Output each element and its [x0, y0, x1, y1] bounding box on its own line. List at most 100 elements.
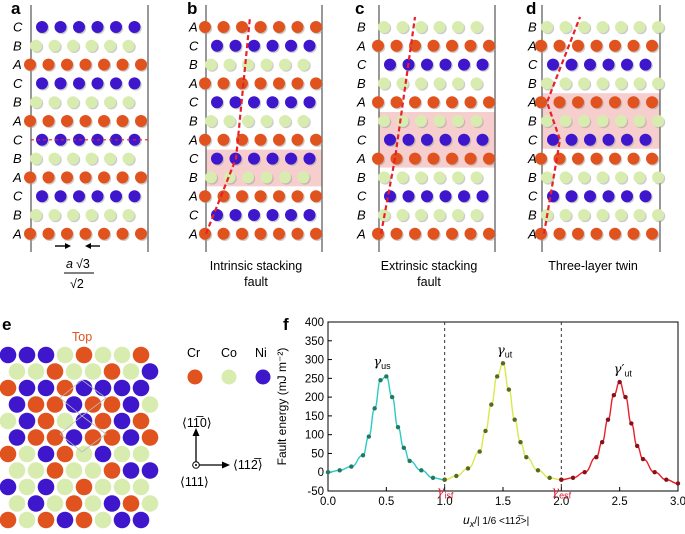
atom — [279, 115, 291, 127]
atom — [310, 77, 322, 90]
atom — [254, 190, 267, 203]
layer-label: C — [189, 151, 199, 166]
atom — [254, 21, 267, 33]
atom — [205, 171, 217, 184]
atom — [615, 21, 627, 33]
series-point — [494, 374, 500, 379]
atom — [578, 115, 590, 127]
atom — [217, 190, 230, 203]
atom — [36, 77, 48, 90]
series-point — [337, 468, 342, 473]
atom — [110, 21, 122, 33]
atom — [578, 171, 590, 184]
atom — [433, 209, 446, 221]
annotation-sub: ut — [624, 368, 632, 378]
atom-cr — [84, 429, 102, 446]
atom — [433, 77, 446, 90]
series-point — [634, 443, 640, 449]
series-point — [664, 477, 669, 482]
series-line-0 — [327, 375, 445, 481]
panel-caption: Extrinsic stacking — [381, 259, 478, 273]
atom — [54, 190, 67, 203]
atom — [602, 58, 615, 71]
axis-right-head — [222, 461, 230, 469]
atom — [310, 133, 322, 146]
atom — [73, 77, 85, 90]
atom — [297, 58, 310, 71]
layer-label: A — [12, 57, 22, 72]
atom-cr — [46, 462, 64, 479]
atom — [98, 227, 110, 240]
atom — [128, 21, 141, 33]
atom-ni — [18, 379, 36, 397]
atom — [427, 152, 440, 165]
atom — [633, 77, 646, 90]
atom — [572, 152, 584, 165]
atom — [91, 190, 104, 203]
atom — [85, 152, 98, 165]
atom — [621, 58, 633, 71]
atom — [36, 21, 48, 33]
atom — [427, 39, 440, 52]
annotation-gamma: γ′ut — [614, 362, 633, 378]
annotation-symbol: γ′ — [614, 362, 625, 377]
atom — [266, 96, 279, 109]
atom-ni — [65, 396, 83, 413]
layer-label: B — [357, 20, 366, 35]
atom — [559, 209, 572, 221]
atom — [67, 39, 79, 52]
atom — [98, 171, 110, 184]
layer-label: C — [13, 189, 23, 204]
series-point — [594, 455, 599, 460]
atom — [652, 115, 664, 127]
atom — [402, 133, 415, 146]
series-point — [605, 417, 611, 422]
atom — [110, 77, 122, 90]
atom — [54, 77, 67, 90]
layer-label: B — [528, 170, 537, 185]
top-label: Top — [72, 330, 92, 344]
layer-label: B — [13, 151, 22, 166]
layer-label: C — [13, 76, 23, 91]
atom — [79, 227, 92, 240]
atom-ni — [18, 346, 36, 364]
atom — [596, 21, 609, 33]
atom — [535, 96, 547, 109]
atom-ni — [103, 495, 121, 512]
atom-co — [94, 478, 112, 496]
atom — [30, 209, 42, 221]
atom-cr — [75, 346, 93, 364]
series-point — [419, 468, 424, 473]
atom — [427, 96, 440, 109]
atom — [390, 96, 403, 109]
atom — [584, 58, 596, 71]
atom — [73, 190, 85, 203]
x-tick-label: 2.0 — [553, 496, 569, 508]
atom — [646, 227, 658, 240]
series-point — [617, 379, 622, 385]
atom — [384, 58, 396, 71]
layer-label: B — [189, 114, 198, 129]
atom — [652, 209, 664, 221]
series-point — [360, 453, 366, 458]
atom-co — [0, 412, 17, 430]
series-point — [384, 374, 389, 379]
panel-label-a: a — [11, 0, 21, 18]
atom — [199, 21, 211, 33]
atom-cr — [103, 396, 121, 413]
atom — [273, 77, 285, 90]
annotation-gamma: γesf — [551, 485, 571, 501]
series-point — [559, 477, 564, 482]
atom-ni — [132, 511, 150, 529]
atom — [415, 209, 427, 221]
atom — [42, 58, 55, 71]
atom-co — [18, 478, 36, 496]
atom-cr — [141, 429, 159, 446]
atom — [615, 77, 627, 90]
atom — [372, 152, 384, 165]
legend-label-cr: Cr — [187, 346, 200, 360]
atom-ni — [75, 412, 93, 430]
atom — [211, 209, 223, 221]
atom — [229, 96, 242, 109]
atom — [547, 133, 559, 146]
